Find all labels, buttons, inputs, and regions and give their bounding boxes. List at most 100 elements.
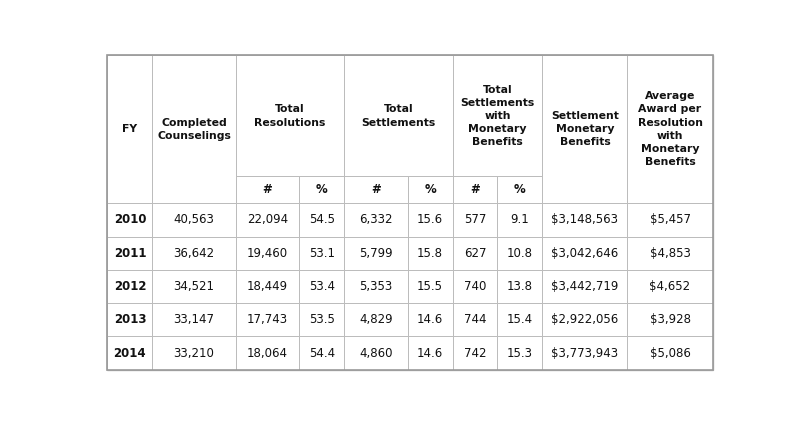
- Text: 54.4: 54.4: [309, 346, 335, 360]
- Text: 54.5: 54.5: [309, 213, 334, 226]
- Bar: [408, 303, 453, 336]
- Text: 15.3: 15.3: [507, 346, 533, 360]
- Text: 4,829: 4,829: [359, 313, 393, 326]
- Bar: [344, 237, 408, 270]
- Text: FY: FY: [122, 124, 138, 134]
- Text: 13.8: 13.8: [507, 280, 533, 293]
- Bar: [542, 203, 627, 237]
- Text: 2010: 2010: [114, 213, 146, 226]
- Text: 742: 742: [464, 346, 486, 360]
- Text: 577: 577: [464, 213, 486, 226]
- Text: 14.6: 14.6: [417, 346, 443, 360]
- Text: 15.4: 15.4: [507, 313, 533, 326]
- Bar: [498, 303, 542, 336]
- Bar: [152, 303, 236, 336]
- Text: 18,449: 18,449: [247, 280, 288, 293]
- Bar: [498, 237, 542, 270]
- Text: $3,928: $3,928: [650, 313, 690, 326]
- Bar: [498, 203, 542, 237]
- Bar: [236, 270, 299, 303]
- Bar: [236, 203, 299, 237]
- Bar: [152, 237, 236, 270]
- Text: $2,922,056: $2,922,056: [551, 313, 618, 326]
- Bar: [408, 237, 453, 270]
- Text: Settlement
Monetary
Benefits: Settlement Monetary Benefits: [551, 111, 619, 147]
- Bar: [107, 303, 152, 336]
- Text: 2013: 2013: [114, 313, 146, 326]
- Bar: [299, 176, 344, 203]
- Text: Total
Settlements
with
Monetary
Benefits: Total Settlements with Monetary Benefits: [460, 85, 534, 147]
- Bar: [453, 303, 498, 336]
- Text: 627: 627: [464, 247, 486, 260]
- Bar: [344, 176, 408, 203]
- Bar: [152, 56, 236, 203]
- Bar: [236, 336, 299, 370]
- Bar: [344, 56, 453, 176]
- Bar: [236, 176, 299, 203]
- Bar: [152, 203, 236, 237]
- Bar: [627, 336, 713, 370]
- Bar: [542, 270, 627, 303]
- Bar: [107, 270, 152, 303]
- Text: $5,457: $5,457: [650, 213, 690, 226]
- Bar: [627, 270, 713, 303]
- Text: 36,642: 36,642: [174, 247, 214, 260]
- Bar: [453, 336, 498, 370]
- Text: %: %: [316, 183, 328, 196]
- Text: 15.8: 15.8: [417, 247, 443, 260]
- Text: 18,064: 18,064: [247, 346, 288, 360]
- Text: Total
Resolutions: Total Resolutions: [254, 104, 326, 128]
- Bar: [498, 270, 542, 303]
- Text: 15.6: 15.6: [417, 213, 443, 226]
- Text: $4,853: $4,853: [650, 247, 690, 260]
- Text: 33,210: 33,210: [174, 346, 214, 360]
- Bar: [542, 56, 627, 203]
- Bar: [627, 56, 713, 203]
- Text: 40,563: 40,563: [174, 213, 214, 226]
- Text: 5,799: 5,799: [359, 247, 393, 260]
- Bar: [453, 176, 498, 203]
- Text: 15.5: 15.5: [417, 280, 443, 293]
- Text: $3,148,563: $3,148,563: [551, 213, 618, 226]
- Text: 17,743: 17,743: [247, 313, 288, 326]
- Text: 9.1: 9.1: [510, 213, 530, 226]
- Bar: [627, 303, 713, 336]
- Text: Average
Award per
Resolution
with
Monetary
Benefits: Average Award per Resolution with Moneta…: [638, 91, 702, 167]
- Bar: [498, 176, 542, 203]
- Bar: [627, 203, 713, 237]
- Bar: [453, 237, 498, 270]
- Text: 2011: 2011: [114, 247, 146, 260]
- Bar: [344, 203, 408, 237]
- Bar: [152, 336, 236, 370]
- Bar: [107, 237, 152, 270]
- Text: $4,652: $4,652: [650, 280, 690, 293]
- Text: 33,147: 33,147: [174, 313, 214, 326]
- Text: 744: 744: [464, 313, 486, 326]
- Text: 19,460: 19,460: [247, 247, 288, 260]
- Bar: [107, 56, 152, 203]
- Bar: [236, 237, 299, 270]
- Bar: [236, 56, 344, 176]
- Text: %: %: [424, 183, 436, 196]
- Bar: [453, 56, 542, 176]
- Bar: [299, 203, 344, 237]
- Text: 5,353: 5,353: [359, 280, 393, 293]
- Text: 4,860: 4,860: [359, 346, 393, 360]
- Text: 2014: 2014: [114, 346, 146, 360]
- Bar: [107, 336, 152, 370]
- Bar: [453, 270, 498, 303]
- Text: $5,086: $5,086: [650, 346, 690, 360]
- Bar: [344, 336, 408, 370]
- Text: 53.5: 53.5: [309, 313, 334, 326]
- Text: #: #: [262, 183, 273, 196]
- Bar: [236, 303, 299, 336]
- Bar: [408, 336, 453, 370]
- Text: #: #: [470, 183, 480, 196]
- Bar: [542, 303, 627, 336]
- Text: $3,042,646: $3,042,646: [551, 247, 618, 260]
- Bar: [408, 270, 453, 303]
- Text: 10.8: 10.8: [507, 247, 533, 260]
- Text: 53.4: 53.4: [309, 280, 334, 293]
- Bar: [152, 270, 236, 303]
- Bar: [453, 203, 498, 237]
